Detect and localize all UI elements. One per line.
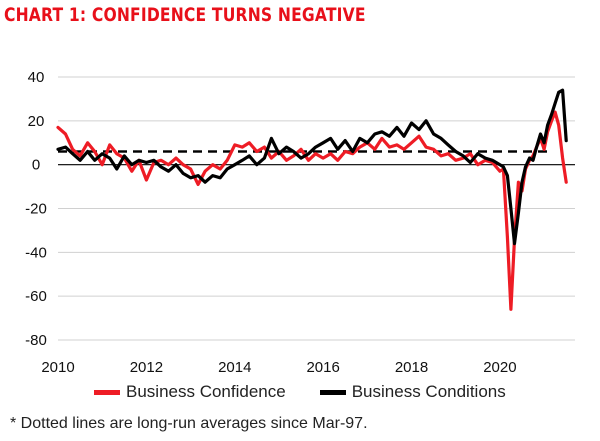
chart-title: CHART 1: CONFIDENCE TURNS NEGATIVE bbox=[4, 4, 366, 26]
legend-label-conditions: Business Conditions bbox=[351, 382, 506, 401]
x-tick-label: 2010 bbox=[41, 359, 74, 376]
y-tick-label: -60 bbox=[25, 288, 47, 305]
y-tick-label: -40 bbox=[25, 244, 47, 261]
x-tick-label: 2014 bbox=[218, 359, 251, 376]
y-tick-label: 20 bbox=[28, 113, 45, 130]
series-line-business-conditions bbox=[56, 88, 568, 246]
series-lines bbox=[56, 88, 568, 311]
gridlines bbox=[58, 76, 575, 341]
legend-swatch-confidence bbox=[94, 389, 120, 395]
x-tick-label: 2016 bbox=[306, 359, 339, 376]
y-tick-label: -20 bbox=[25, 201, 47, 218]
y-tick-label: -80 bbox=[25, 332, 47, 349]
legend-label-confidence: Business Confidence bbox=[126, 382, 286, 401]
x-tick-label: 2018 bbox=[395, 359, 428, 376]
footnote: * Dotted lines are long-run averages sin… bbox=[10, 415, 368, 432]
legend-swatch-conditions bbox=[319, 389, 346, 395]
legend-item-confidence: Business Confidence bbox=[94, 382, 286, 402]
x-axis-ticks: 2010 2012 2014 2016 2018 2020 bbox=[41, 359, 516, 376]
y-axis-ticks: 40 20 0 -20 -40 -60 -80 bbox=[25, 69, 47, 349]
legend: Business Confidence Business Conditions bbox=[94, 382, 540, 402]
x-tick-label: 2012 bbox=[130, 359, 163, 376]
x-tick-label: 2020 bbox=[483, 359, 516, 376]
y-tick-label: 40 bbox=[28, 69, 45, 86]
series-line-business-confidence bbox=[56, 110, 568, 311]
legend-item-conditions: Business Conditions bbox=[319, 382, 506, 402]
y-tick-label: 0 bbox=[32, 157, 40, 174]
